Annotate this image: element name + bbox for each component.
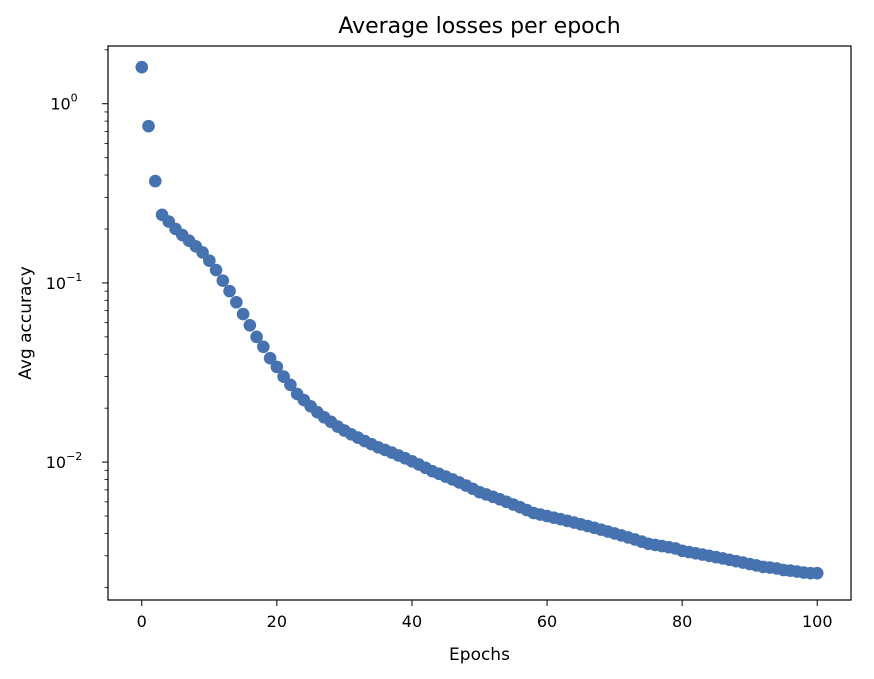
- y-axis-ticks: 100 10−1 10−2: [46, 49, 108, 588]
- data-point: [270, 360, 284, 374]
- x-axis-ticks: 0 20 40 60 80 100: [137, 600, 833, 631]
- x-tick-label: 100: [802, 612, 833, 631]
- plot-frame: [107, 45, 852, 601]
- data-point: [250, 330, 263, 344]
- data-point: [148, 174, 162, 188]
- data-point: [203, 254, 216, 268]
- plot-area: [108, 46, 851, 600]
- x-tick-label: 80: [672, 612, 692, 631]
- y-axis-label: Avg accuracy: [16, 266, 36, 380]
- data-point: [257, 340, 270, 354]
- data-point: [142, 119, 155, 133]
- data-point: [243, 319, 257, 332]
- x-tick-label: 20: [267, 612, 287, 631]
- x-axis-label: Epochs: [449, 645, 510, 665]
- data-point: [236, 307, 250, 321]
- data-point: [135, 60, 149, 74]
- x-tick-label: 60: [537, 612, 557, 631]
- data-point: [223, 284, 236, 298]
- data-point: [263, 351, 277, 365]
- data-point: [810, 566, 824, 580]
- y-tick-label: 10−2: [46, 450, 83, 472]
- y-tick-label: 10−1: [46, 271, 83, 293]
- data-point: [216, 274, 230, 287]
- data-points: [135, 60, 824, 580]
- x-tick-label: 0: [137, 612, 147, 631]
- data-point: [209, 263, 223, 277]
- data-point: [284, 378, 297, 392]
- data-point: [230, 295, 243, 309]
- data-point: [196, 246, 209, 259]
- x-tick-label: 40: [402, 612, 422, 631]
- chart-title: Average losses per epoch: [338, 14, 620, 39]
- y-tick-label: 100: [50, 92, 77, 114]
